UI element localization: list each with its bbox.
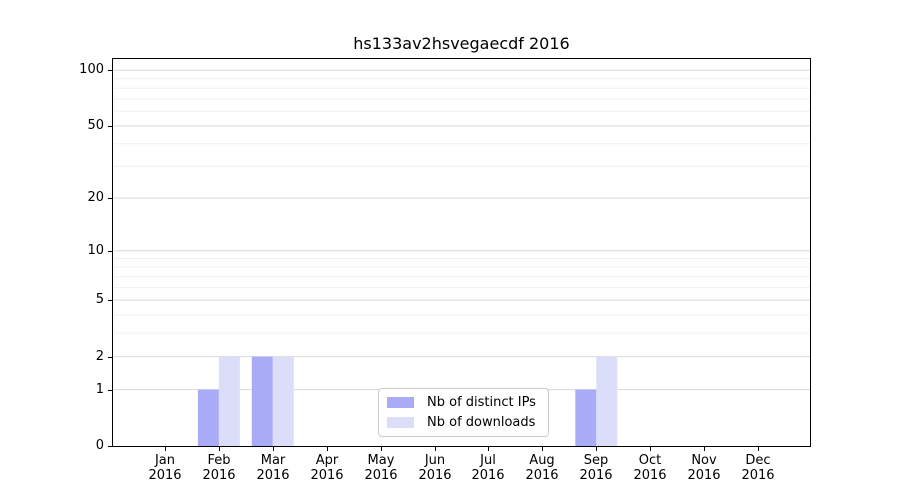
- y-tick-label: 5: [95, 292, 104, 308]
- x-tick-year: 2016: [525, 468, 559, 483]
- x-tick-label: Nov 2016: [674, 453, 734, 483]
- x-tick-year: 2016: [256, 468, 290, 483]
- x-tick-mark: [542, 447, 543, 451]
- x-tick-label: Jan 2016: [135, 453, 195, 483]
- x-tick-month: Dec: [745, 453, 771, 468]
- x-tick-label: May 2016: [351, 453, 411, 483]
- legend-swatch-distinct-ips: [387, 397, 414, 409]
- x-tick-year: 2016: [310, 468, 344, 483]
- x-tick-month: Feb: [207, 453, 231, 468]
- bar-nb-of-downloads-feb: [218, 356, 240, 446]
- legend-swatch-downloads: [387, 416, 414, 428]
- x-tick-year: 2016: [148, 468, 182, 483]
- bar-nb-of-downloads-sep: [596, 356, 618, 446]
- x-tick-mark: [488, 447, 489, 451]
- y-tick-mark: [108, 390, 112, 391]
- legend-item-downloads: Nb of downloads: [386, 415, 541, 430]
- legend: Nb of distinct IPs Nb of downloads: [378, 388, 549, 437]
- x-tick-label: Apr 2016: [297, 453, 357, 483]
- x-tick-month: Aug: [529, 453, 555, 468]
- x-tick-month: Oct: [638, 453, 662, 468]
- legend-label-downloads: Nb of downloads: [427, 414, 536, 430]
- x-tick-mark: [758, 447, 759, 451]
- x-tick-label: Oct 2016: [620, 453, 680, 483]
- bar-nb-of-distinct-ips-sep: [575, 389, 597, 446]
- y-tick-mark: [108, 198, 112, 199]
- x-tick-label: Mar 2016: [243, 453, 303, 483]
- x-tick-month: May: [367, 453, 395, 468]
- x-tick-mark: [381, 447, 382, 451]
- y-tick-mark: [108, 251, 112, 252]
- y-tick-label: 1: [95, 381, 104, 397]
- x-tick-mark: [650, 447, 651, 451]
- x-tick-mark: [273, 447, 274, 451]
- x-tick-mark: [219, 447, 220, 451]
- y-tick-mark: [108, 70, 112, 71]
- legend-item-distinct-ips: Nb of distinct IPs: [386, 395, 541, 410]
- x-tick-mark: [596, 447, 597, 451]
- x-tick-mark: [165, 447, 166, 451]
- x-tick-mark: [327, 447, 328, 451]
- x-tick-label: Sep 2016: [566, 453, 626, 483]
- x-tick-year: 2016: [633, 468, 667, 483]
- y-tick-label: 2: [95, 348, 104, 364]
- bar-nb-of-distinct-ips-feb: [197, 389, 219, 446]
- x-tick-month: Sep: [583, 453, 609, 468]
- x-tick-year: 2016: [202, 468, 236, 483]
- x-tick-month: Mar: [260, 453, 286, 468]
- y-tick-label: 20: [87, 190, 104, 206]
- y-tick-mark: [108, 300, 112, 301]
- x-tick-year: 2016: [579, 468, 613, 483]
- y-tick-label: 50: [87, 117, 104, 133]
- chart-title: hs133av2hsvegaecdf 2016: [353, 34, 570, 53]
- y-tick-mark: [108, 357, 112, 358]
- bars-and-gridlines: [113, 69, 810, 446]
- x-tick-mark: [435, 447, 436, 451]
- x-tick-month: Jul: [480, 453, 496, 468]
- x-tick-year: 2016: [364, 468, 398, 483]
- x-tick-month: Nov: [691, 453, 717, 468]
- x-tick-year: 2016: [687, 468, 721, 483]
- x-tick-year: 2016: [741, 468, 775, 483]
- bar-nb-of-distinct-ips-mar: [251, 356, 273, 446]
- x-tick-mark: [704, 447, 705, 451]
- x-tick-label: Jun 2016: [405, 453, 465, 483]
- x-tick-label: Jul 2016: [458, 453, 518, 483]
- x-tick-label: Feb 2016: [189, 453, 249, 483]
- x-tick-label: Dec 2016: [728, 453, 788, 483]
- legend-label-distinct-ips: Nb of distinct IPs: [427, 395, 536, 411]
- x-tick-year: 2016: [471, 468, 505, 483]
- x-tick-year: 2016: [418, 468, 452, 483]
- y-tick-label: 100: [79, 62, 104, 78]
- x-tick-month: Jan: [154, 453, 176, 468]
- x-tick-label: Aug 2016: [512, 453, 572, 483]
- plot-area: Nb of distinct IPs Nb of downloads: [112, 58, 811, 447]
- x-tick-month: Apr: [315, 453, 339, 468]
- y-tick-label: 10: [87, 242, 104, 258]
- y-tick-mark: [108, 446, 112, 447]
- y-tick-label: 0: [95, 438, 104, 453]
- bar-nb-of-downloads-mar: [272, 356, 294, 446]
- y-tick-mark: [108, 126, 112, 127]
- x-tick-month: Jun: [424, 453, 446, 468]
